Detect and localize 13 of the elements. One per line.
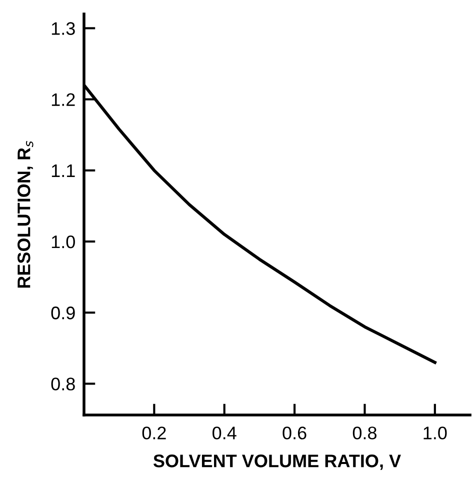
y-tick-label: 0.8 — [51, 378, 75, 390]
y-axis-title: RESOLUTION, R$_{s}$ — [18, 140, 34, 288]
y-tick-label: 1.1 — [52, 164, 75, 177]
x-tick-label: 1.0 — [424, 426, 447, 440]
y-tick-label: 1.0 — [52, 235, 75, 248]
x-tick-label: 0.2 — [142, 426, 166, 440]
y-tick-label: 0.9 — [51, 306, 75, 320]
y-tick-label: 1.3 — [52, 22, 75, 35]
x-axis-title: SOLVENT VOLUME RATIO, V — [153, 454, 401, 470]
y-tick-label: 1.2 — [52, 93, 75, 106]
x-tick-label: 0.4 — [212, 426, 236, 440]
x-tick-label: 0.6 — [282, 426, 306, 440]
x-tick-label: 0.8 — [352, 426, 376, 440]
